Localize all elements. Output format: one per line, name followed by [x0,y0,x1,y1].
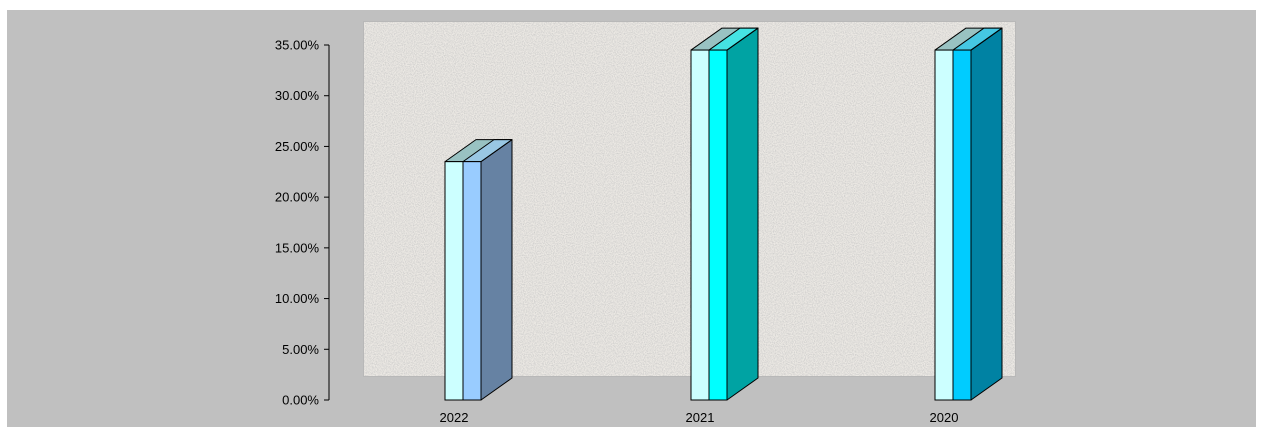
y-tick-label: 0.00% [282,393,319,408]
bar-front-right [708,49,728,401]
plot-border [363,21,1016,377]
y-tick-label: 30.00% [275,88,320,103]
bar-side-face [726,27,759,401]
x-category-label: 2021 [686,410,715,425]
y-tick-label: 15.00% [275,240,320,255]
y-tick-label: 10.00% [275,291,320,306]
bar-2021 [690,27,759,401]
bar-side-face [480,139,513,401]
bar-2020 [934,27,1003,401]
x-category-label: 2020 [930,410,959,425]
y-tick-label: 35.00% [275,38,320,53]
y-tick-label: 5.00% [282,342,319,357]
bar-front-left [444,161,464,401]
bar-front-left [934,49,954,401]
y-tick-label: 20.00% [275,190,320,205]
bar-2022 [444,139,513,401]
bar-side-face [970,27,1003,401]
bar-front-left [690,49,710,401]
bar-front-right [462,161,482,401]
bar-front-right [952,49,972,401]
x-category-label: 2022 [440,410,469,425]
y-tick-label: 25.00% [275,139,320,154]
